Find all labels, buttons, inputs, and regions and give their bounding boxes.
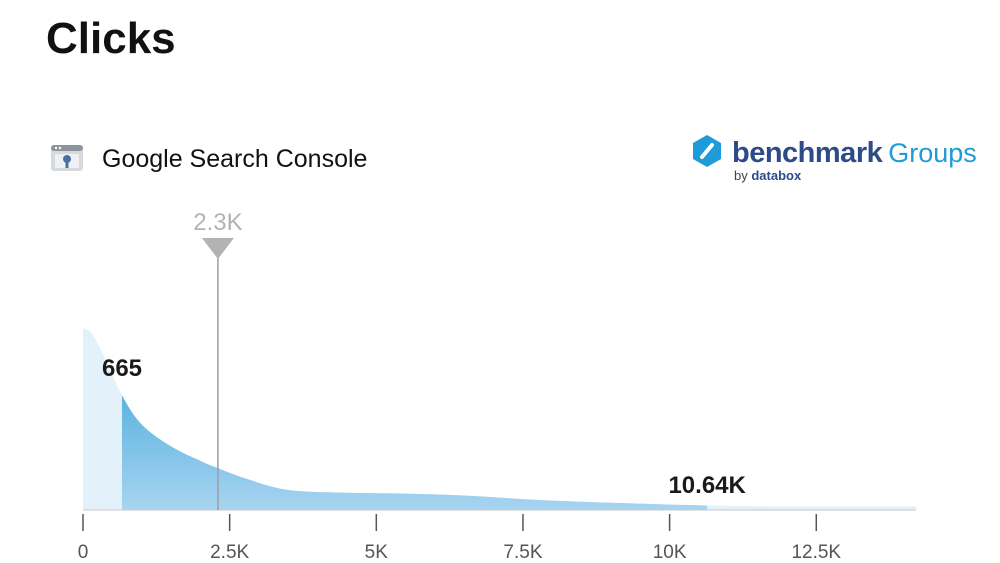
x-tick-label: 0 bbox=[78, 542, 89, 563]
x-tick-label: 10K bbox=[653, 542, 687, 563]
x-tick-label: 7.5K bbox=[503, 542, 542, 563]
search-console-icon bbox=[50, 140, 84, 179]
x-tick-label: 12.5K bbox=[791, 542, 841, 563]
range-high-label: 10.64K bbox=[668, 472, 746, 499]
brand-by-name: databox bbox=[751, 168, 802, 183]
data-source: Google Search Console bbox=[50, 140, 367, 179]
brand-suffix: Groups bbox=[888, 138, 977, 168]
brand-byline: by databox bbox=[734, 168, 801, 183]
brand-logo: benchmark Groups by databox bbox=[690, 134, 977, 183]
marker-label: 2.3K bbox=[193, 209, 242, 236]
marker-triangle bbox=[201, 238, 234, 259]
range-low-label: 665 bbox=[102, 355, 142, 382]
x-tick-label: 5K bbox=[365, 542, 389, 563]
range-area bbox=[122, 395, 708, 510]
benchmark-logo-icon bbox=[690, 134, 724, 173]
x-tick-label: 2.5K bbox=[210, 542, 249, 563]
page-title: Clicks bbox=[46, 14, 176, 63]
x-axis-ticks: 0 2.5K 5K 7.5K 10K 12.5K bbox=[78, 514, 841, 563]
brand-by-prefix: by bbox=[734, 168, 748, 183]
brand-name: benchmark bbox=[732, 137, 883, 169]
source-label: Google Search Console bbox=[102, 145, 368, 173]
